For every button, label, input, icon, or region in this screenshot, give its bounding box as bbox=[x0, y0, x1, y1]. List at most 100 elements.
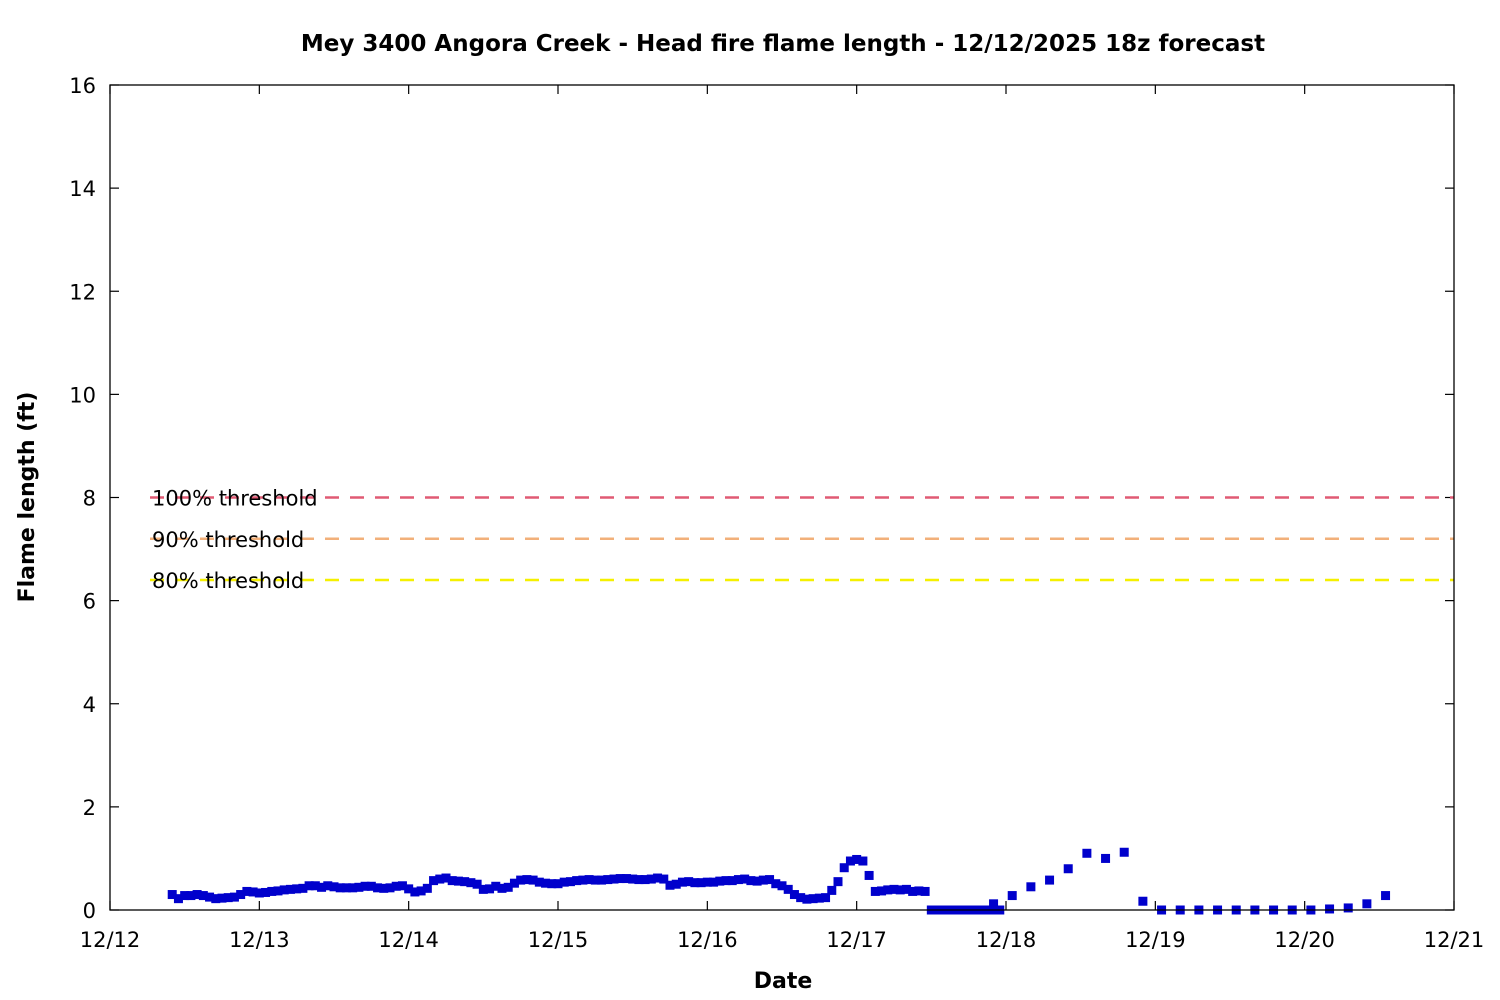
data-point bbox=[634, 875, 644, 885]
data-point bbox=[534, 877, 544, 887]
data-point bbox=[802, 894, 812, 904]
data-point bbox=[584, 875, 594, 885]
data-point bbox=[416, 886, 426, 896]
data-point bbox=[858, 856, 868, 866]
data-point bbox=[709, 877, 719, 887]
data-point bbox=[410, 887, 420, 897]
data-point bbox=[211, 894, 221, 904]
data-point bbox=[261, 887, 271, 897]
y-tick-label: 0 bbox=[83, 899, 96, 923]
y-tick-label: 12 bbox=[69, 280, 96, 304]
data-point bbox=[329, 882, 339, 892]
data-point bbox=[460, 877, 470, 887]
threshold-label: 80% threshold bbox=[152, 569, 304, 593]
data-point bbox=[609, 874, 619, 884]
data-point bbox=[615, 874, 625, 884]
x-tick-label: 12/16 bbox=[677, 928, 738, 952]
data-point bbox=[727, 876, 737, 886]
y-tick-label: 2 bbox=[83, 796, 96, 820]
data-point bbox=[547, 879, 557, 889]
data-point bbox=[379, 883, 389, 893]
data-point bbox=[366, 881, 376, 891]
data-point bbox=[435, 874, 445, 884]
data-point bbox=[1007, 891, 1017, 901]
data-point bbox=[1045, 875, 1055, 885]
plot-frame bbox=[109, 84, 1455, 911]
data-point bbox=[229, 892, 239, 902]
data-point bbox=[192, 890, 202, 900]
data-point bbox=[186, 891, 196, 901]
data-point bbox=[889, 884, 899, 894]
data-point bbox=[348, 883, 358, 893]
data-point bbox=[242, 886, 252, 896]
data-point bbox=[373, 883, 383, 893]
data-point bbox=[385, 883, 395, 893]
data-point bbox=[746, 876, 756, 886]
data-point bbox=[883, 885, 893, 895]
data-point bbox=[354, 882, 364, 892]
y-tick-label: 10 bbox=[69, 383, 96, 407]
data-point bbox=[808, 894, 818, 904]
y-tick-label: 8 bbox=[83, 487, 96, 511]
y-axis-label: Flame length (ft) bbox=[15, 392, 40, 603]
data-point bbox=[360, 881, 370, 891]
data-point bbox=[491, 881, 501, 891]
data-point bbox=[796, 893, 806, 903]
y-tick-label: 16 bbox=[69, 74, 96, 98]
data-point bbox=[173, 894, 183, 904]
data-point bbox=[503, 882, 513, 892]
data-point bbox=[391, 881, 401, 891]
data-point bbox=[1362, 899, 1372, 909]
y-tick-label: 6 bbox=[83, 590, 96, 614]
data-point bbox=[1082, 848, 1092, 858]
x-tick-label: 12/14 bbox=[378, 928, 439, 952]
data-point bbox=[522, 875, 532, 885]
data-point bbox=[1343, 903, 1353, 913]
data-point bbox=[696, 878, 706, 888]
data-point bbox=[914, 886, 924, 896]
data-point bbox=[304, 881, 314, 891]
data-point bbox=[466, 878, 476, 888]
data-point bbox=[908, 886, 918, 896]
data-point bbox=[472, 879, 482, 889]
data-point bbox=[180, 891, 190, 901]
data-point bbox=[341, 883, 351, 893]
data-point bbox=[827, 885, 837, 895]
data-point bbox=[167, 890, 177, 900]
data-point bbox=[653, 873, 663, 883]
data-point bbox=[821, 893, 831, 903]
data-point bbox=[640, 875, 650, 885]
data-point bbox=[236, 890, 246, 900]
x-tick-label: 12/17 bbox=[826, 928, 887, 952]
data-point bbox=[516, 875, 526, 885]
data-point bbox=[217, 893, 227, 903]
threshold-label: 90% threshold bbox=[152, 528, 304, 552]
data-point bbox=[603, 875, 613, 885]
data-point bbox=[690, 878, 700, 888]
data-point bbox=[715, 876, 725, 886]
data-point bbox=[877, 886, 887, 896]
data-point bbox=[553, 879, 563, 889]
data-point bbox=[1325, 904, 1335, 914]
x-axis-label: Date bbox=[754, 969, 813, 994]
data-point bbox=[789, 890, 799, 900]
x-tick-label: 12/18 bbox=[976, 928, 1037, 952]
data-point bbox=[777, 881, 787, 891]
x-tick-label: 12/21 bbox=[1424, 928, 1485, 952]
data-point bbox=[901, 884, 911, 894]
data-point bbox=[659, 874, 669, 884]
chart-title: Mey 3400 Angora Creek - Head fire flame … bbox=[301, 31, 1265, 57]
x-tick-label: 12/15 bbox=[528, 928, 589, 952]
data-point bbox=[1063, 864, 1073, 874]
data-point bbox=[839, 863, 849, 873]
data-point bbox=[404, 884, 414, 894]
data-point bbox=[870, 886, 880, 896]
data-point bbox=[273, 886, 283, 896]
data-point bbox=[267, 886, 277, 896]
data-point bbox=[771, 879, 781, 889]
data-point bbox=[671, 879, 681, 889]
data-point bbox=[223, 893, 233, 903]
data-point bbox=[565, 877, 575, 887]
data-point bbox=[814, 893, 824, 903]
